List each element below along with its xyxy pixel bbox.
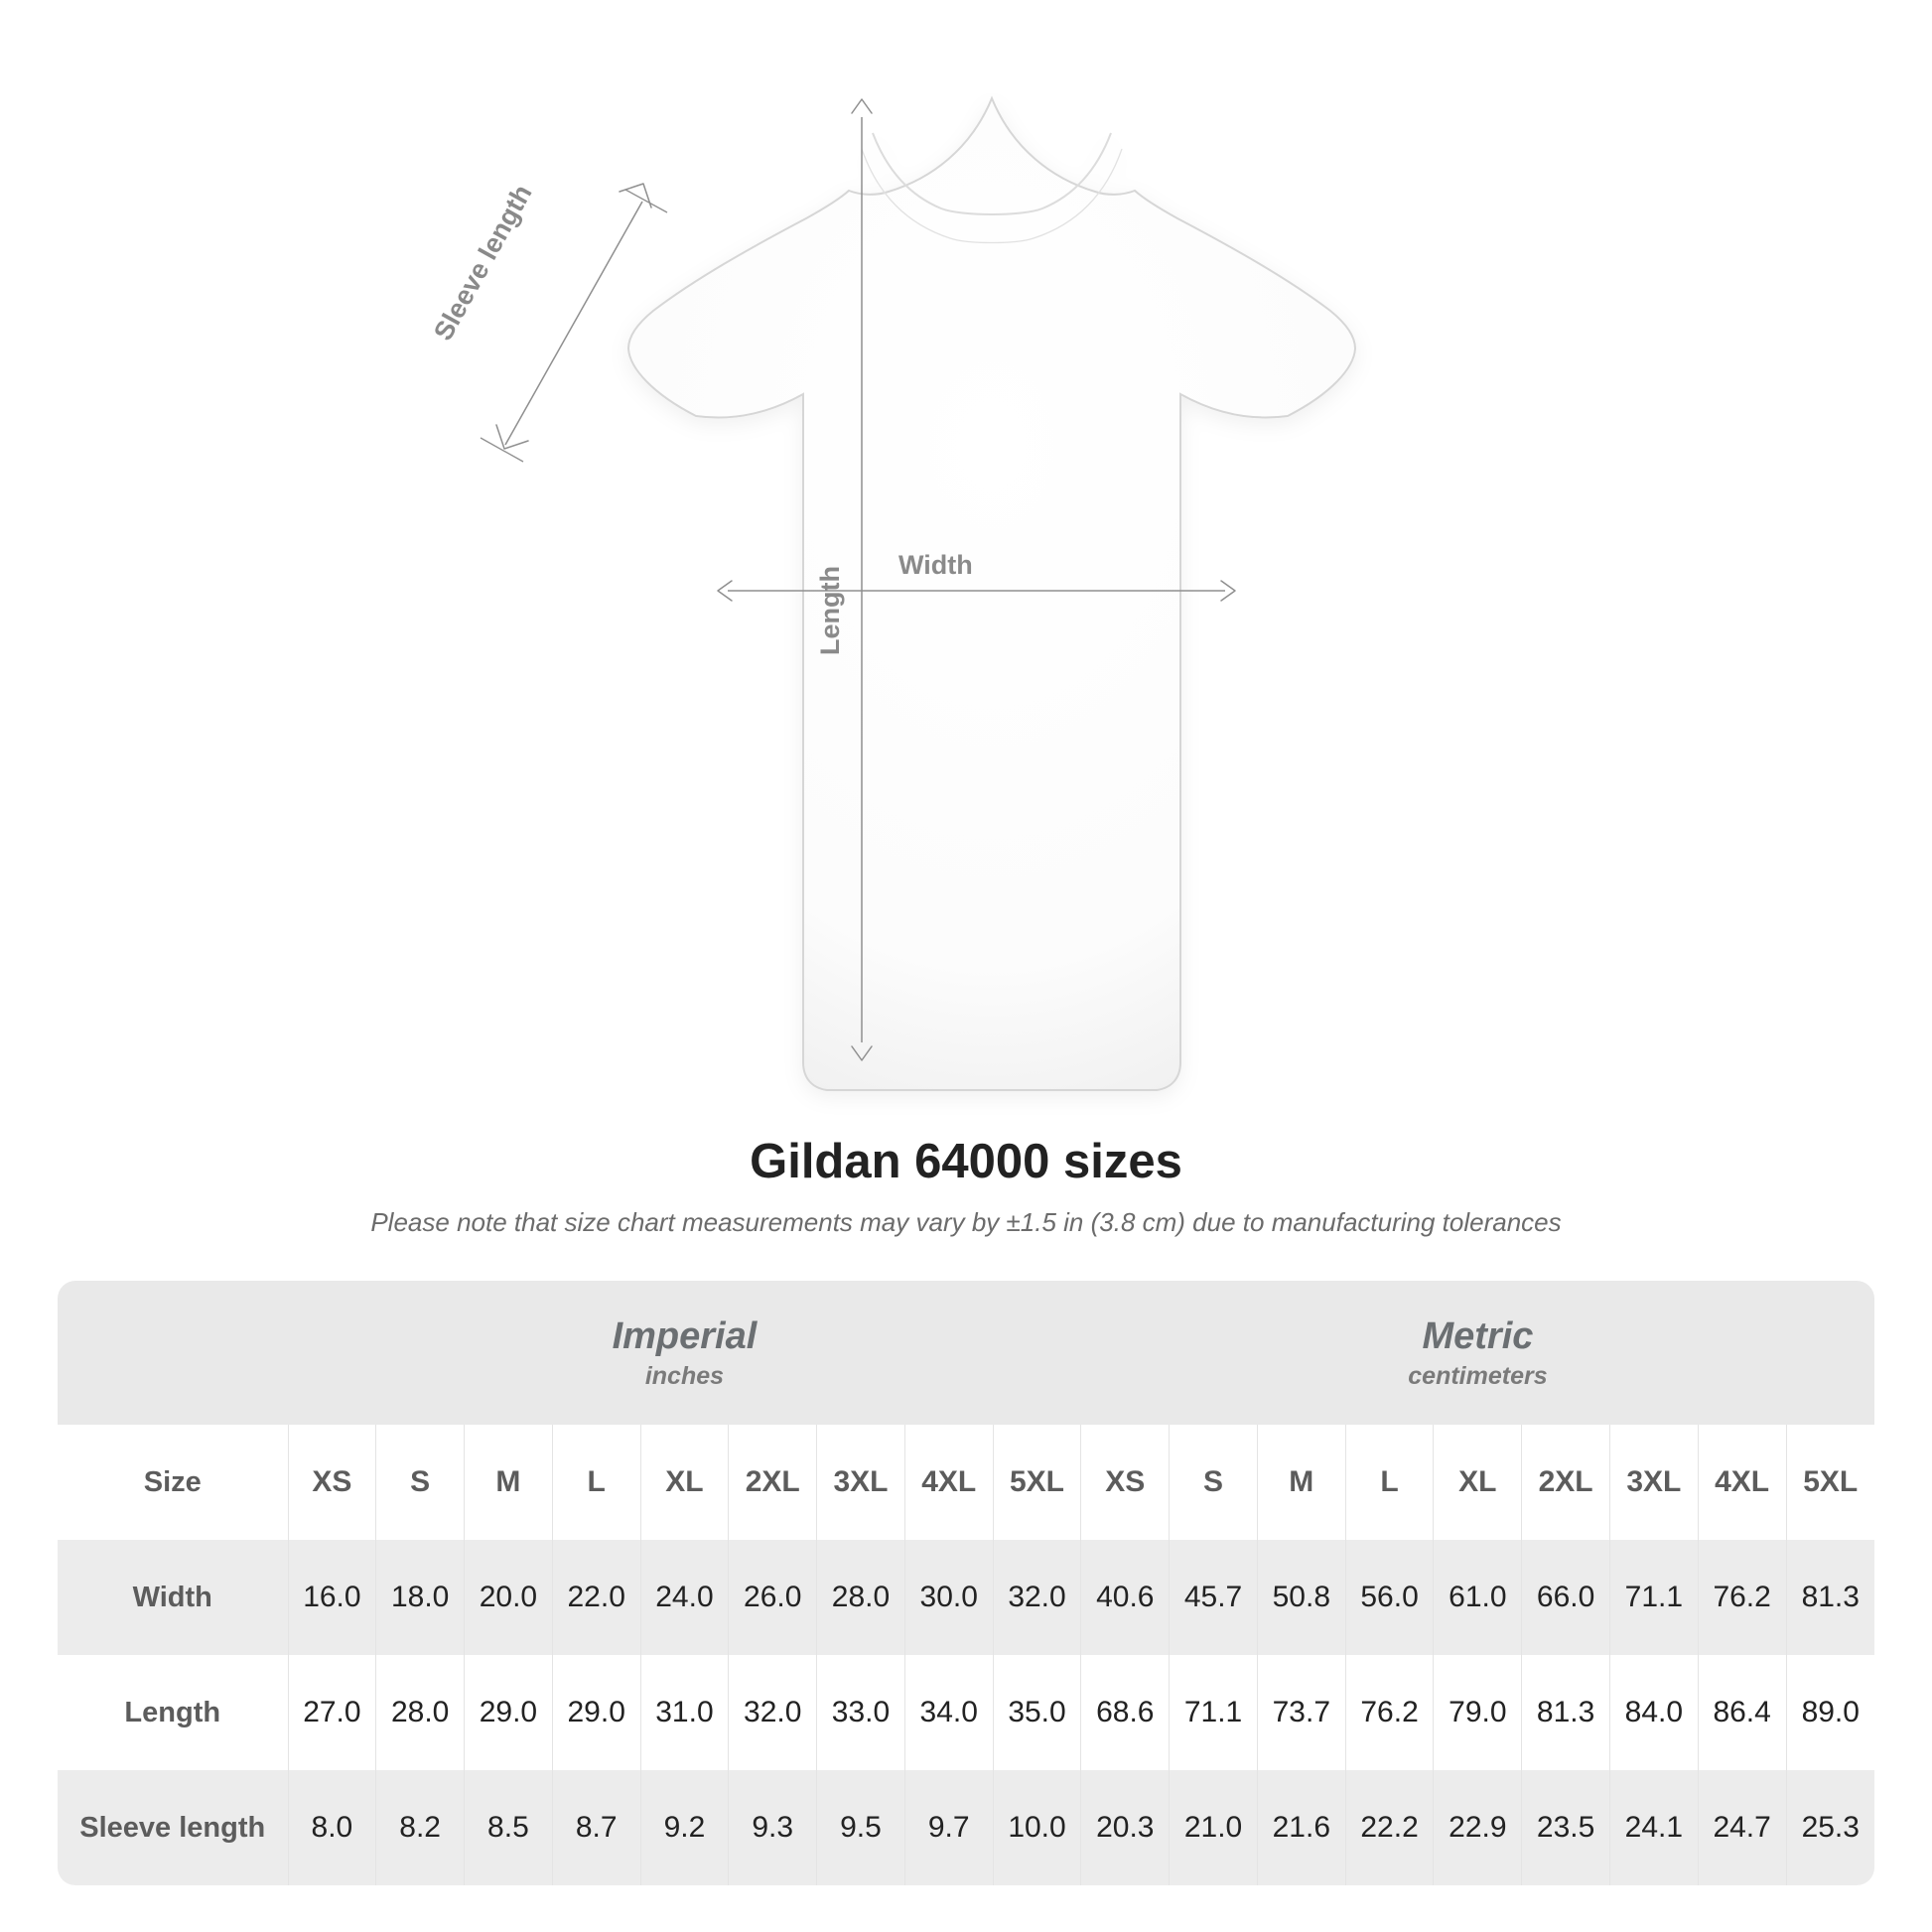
svg-text:Length: Length bbox=[815, 566, 845, 655]
svg-text:Sleeve length: Sleeve length bbox=[428, 180, 538, 345]
svg-text:Width: Width bbox=[898, 550, 973, 580]
